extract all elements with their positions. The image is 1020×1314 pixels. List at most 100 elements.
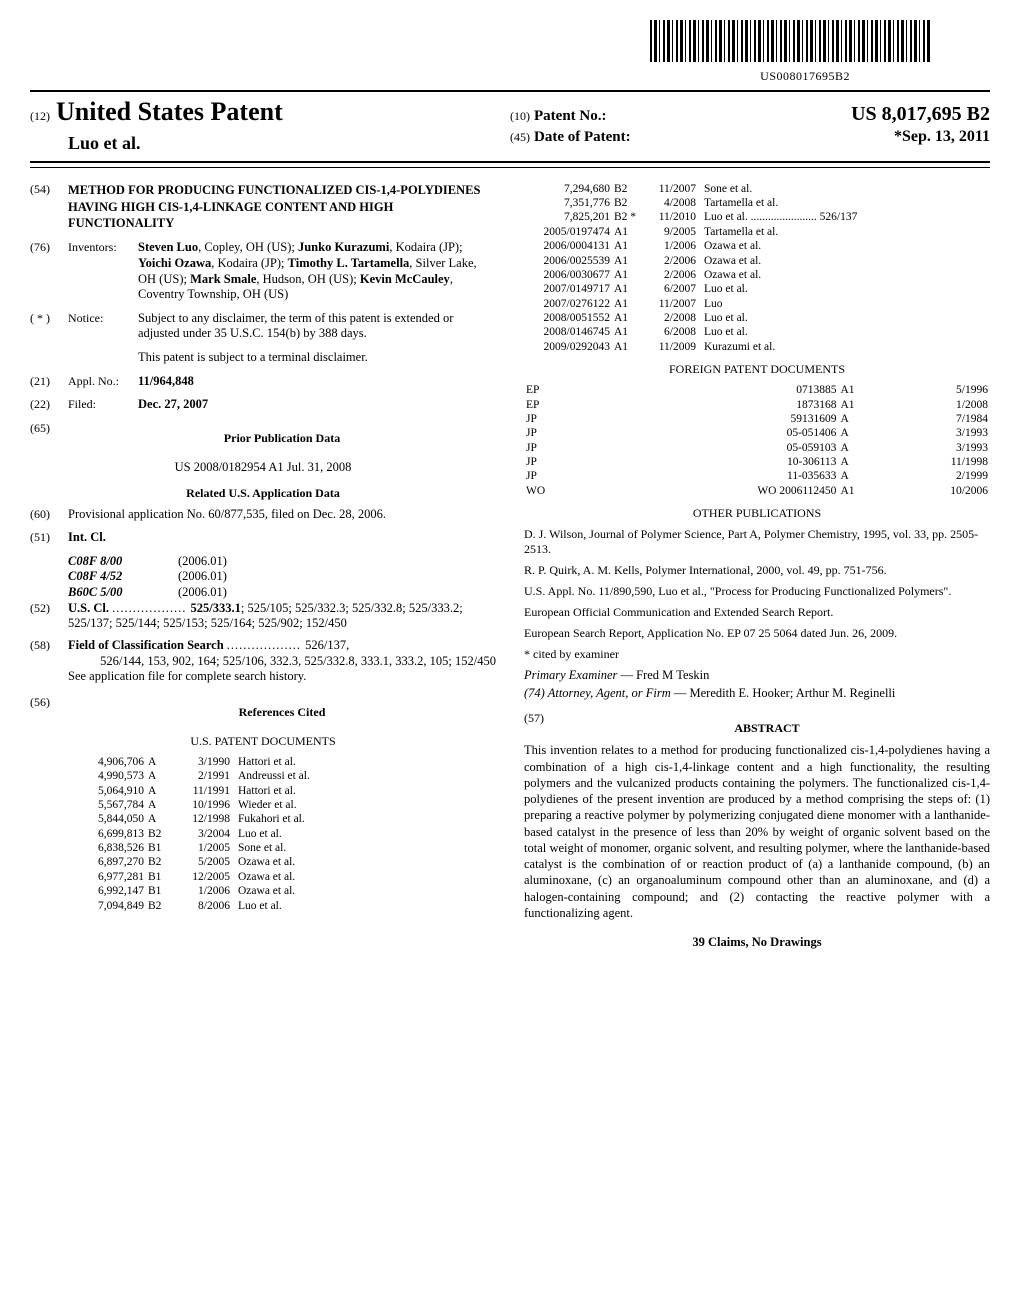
prior-pub-head: Prior Publication Data bbox=[68, 431, 496, 446]
us-patent-table: 4,906,706A3/1990Hattori et al.4,990,573A… bbox=[58, 755, 496, 913]
abstract-head: ABSTRACT bbox=[544, 721, 990, 736]
claims-line: 39 Claims, No Drawings bbox=[524, 935, 990, 951]
patent-no-label: Patent No.: bbox=[534, 107, 704, 126]
examiner-name: — Fred M Teskin bbox=[617, 668, 709, 682]
code-65: (65) bbox=[30, 421, 68, 436]
usp-title: United States Patent bbox=[56, 96, 283, 129]
document-code: US008017695B2 bbox=[30, 69, 850, 84]
code-58: (58) bbox=[30, 638, 68, 653]
intcl-row: C08F 4/52(2006.01) bbox=[68, 569, 496, 585]
appl-no: 11/964,848 bbox=[138, 374, 496, 390]
intcl-row: C08F 8/00(2006.01) bbox=[68, 554, 496, 570]
field-54: (54) METHOD FOR PRODUCING FUNCTIONALIZED… bbox=[30, 182, 496, 233]
field-60: (60) Provisional application No. 60/877,… bbox=[30, 507, 496, 523]
field-notice: ( * ) Notice: Subject to any disclaimer,… bbox=[30, 311, 496, 342]
table-row: JP10-306113A11/1998 bbox=[524, 455, 990, 469]
main-columns: (54) METHOD FOR PRODUCING FUNCTIONALIZED… bbox=[30, 182, 990, 951]
table-row: EP1873168A11/2008 bbox=[524, 398, 990, 412]
invention-title: METHOD FOR PRODUCING FUNCTIONALIZED CIS-… bbox=[68, 182, 496, 233]
table-row: 6,992,147B11/2006Ozawa et al. bbox=[58, 884, 496, 898]
table-row: 5,844,050A12/1998Fukahori et al. bbox=[58, 812, 496, 826]
table-row: 2009/0292043A111/2009Kurazumi et al. bbox=[524, 340, 990, 354]
code-51: (51) bbox=[30, 530, 68, 545]
dots-52: .................. bbox=[112, 601, 190, 615]
date-of-patent-label: Date of Patent: bbox=[534, 128, 704, 147]
label-inventors: Inventors: bbox=[68, 240, 138, 255]
code-notice: ( * ) bbox=[30, 311, 68, 326]
field-21: (21) Appl. No.: 11/964,848 bbox=[30, 374, 496, 390]
table-row: 5,567,784A10/1996Wieder et al. bbox=[58, 798, 496, 812]
label-filed: Filed: bbox=[68, 397, 138, 412]
field-76: (76) Inventors: Steven Luo, Copley, OH (… bbox=[30, 240, 496, 303]
table-row: 6,897,270B25/2005Ozawa et al. bbox=[58, 855, 496, 869]
notice-body-1: Subject to any disclaimer, the term of t… bbox=[138, 311, 496, 342]
table-row: 6,699,813B23/2004Luo et al. bbox=[58, 827, 496, 841]
dots-58: .................. bbox=[227, 638, 305, 652]
table-row: JP59131609A7/1984 bbox=[524, 412, 990, 426]
table-row: 5,064,910A11/1991Hattori et al. bbox=[58, 784, 496, 798]
code-57: (57) bbox=[524, 711, 544, 742]
focs-lead: 526/137, bbox=[305, 638, 349, 652]
table-row: 7,294,680B211/2007Sone et al. bbox=[524, 182, 990, 196]
table-row: 2008/0146745A16/2008Luo et al. bbox=[524, 325, 990, 339]
right-column: 7,294,680B211/2007Sone et al.7,351,776B2… bbox=[524, 182, 990, 951]
us-pat-docs-head: U.S. PATENT DOCUMENTS bbox=[30, 734, 496, 749]
table-row: 2008/0051552A12/2008Luo et al. bbox=[524, 311, 990, 325]
field-58: (58) Field of Classification Search ....… bbox=[30, 638, 496, 685]
prior-pub-line: US 2008/0182954 A1 Jul. 31, 2008 bbox=[30, 460, 496, 476]
code-22: (22) bbox=[30, 397, 68, 412]
code-21: (21) bbox=[30, 374, 68, 389]
left-column: (54) METHOD FOR PRODUCING FUNCTIONALIZED… bbox=[30, 182, 496, 951]
table-row: EP0713885A15/1996 bbox=[524, 383, 990, 397]
date-of-patent-value: *Sep. 13, 2011 bbox=[894, 127, 990, 147]
table-row: 7,825,201B2 *11/2010Luo et al. .........… bbox=[524, 210, 990, 224]
patent-header: (12) United States Patent Luo et al. (10… bbox=[30, 96, 990, 155]
foreign-head: FOREIGN PATENT DOCUMENTS bbox=[524, 362, 990, 377]
table-row: 4,906,706A3/1990Hattori et al. bbox=[58, 755, 496, 769]
table-row: JP11-035633A2/1999 bbox=[524, 469, 990, 483]
table-row: JP05-051406A3/1993 bbox=[524, 426, 990, 440]
intcl-rows: C08F 8/00(2006.01)C08F 4/52(2006.01)B60C… bbox=[30, 554, 496, 601]
field-22: (22) Filed: Dec. 27, 2007 bbox=[30, 397, 496, 413]
other-pub-entry: U.S. Appl. No. 11/890,590, Luo et al., "… bbox=[524, 584, 990, 599]
notice-body-2: This patent is subject to a terminal dis… bbox=[138, 350, 496, 366]
table-row: 7,351,776B24/2008Tartamella et al. bbox=[524, 196, 990, 210]
table-row: 4,990,573A2/1991Andreussi et al. bbox=[58, 769, 496, 783]
table-row: 6,977,281B112/2005Ozawa et al. bbox=[58, 870, 496, 884]
patent-no-value: US 8,017,695 B2 bbox=[851, 102, 990, 127]
table-row: 2006/0025539A12/2006Ozawa et al. bbox=[524, 254, 990, 268]
label-intcl: Int. Cl. bbox=[68, 530, 496, 546]
top-rule bbox=[30, 90, 990, 92]
us-patent-table-cont: 7,294,680B211/2007Sone et al.7,351,776B2… bbox=[524, 182, 990, 355]
header-rule-2 bbox=[30, 167, 990, 168]
code-56: (56) bbox=[30, 695, 68, 710]
uscl-lead: 525/333.1 bbox=[190, 601, 240, 615]
other-publications: D. J. Wilson, Journal of Polymer Science… bbox=[524, 527, 990, 641]
other-pub-entry: European Search Report, Application No. … bbox=[524, 626, 990, 641]
refs-cited-head: References Cited bbox=[68, 705, 496, 720]
table-row: WOWO 2006112450A110/2006 bbox=[524, 484, 990, 498]
other-pub-entry: R. P. Quirk, A. M. Kells, Polymer Intern… bbox=[524, 563, 990, 578]
table-row: 2007/0276122A111/2007Luo bbox=[524, 297, 990, 311]
related-head: Related U.S. Application Data bbox=[30, 486, 496, 501]
field-56: (56) References Cited bbox=[30, 695, 496, 726]
header-rule-1 bbox=[30, 161, 990, 163]
attorney-name: — Meredith E. Hooker; Arthur M. Reginell… bbox=[671, 686, 896, 700]
code-76: (76) bbox=[30, 240, 68, 255]
code-45: (45) bbox=[510, 130, 530, 145]
table-row: 2006/0004131A11/2006Ozawa et al. bbox=[524, 239, 990, 253]
table-row: 6,838,526B11/2005Sone et al. bbox=[58, 841, 496, 855]
primary-examiner: Primary Examiner — Fred M Teskin bbox=[524, 668, 990, 684]
attorney-line: (74) Attorney, Agent, or Firm — Meredith… bbox=[524, 686, 990, 702]
cited-by-examiner: * cited by examiner bbox=[524, 647, 990, 662]
field-65: (65) Prior Publication Data bbox=[30, 421, 496, 452]
barcode-graphic bbox=[650, 20, 930, 62]
table-row: 2006/0030677A12/2006Ozawa et al. bbox=[524, 268, 990, 282]
field-52: (52) U.S. Cl. .................. 525/333… bbox=[30, 601, 496, 632]
code-52: (52) bbox=[30, 601, 68, 616]
label-focs: Field of Classification Search bbox=[68, 638, 224, 652]
provisional-text: Provisional application No. 60/877,535, … bbox=[68, 507, 496, 523]
label-notice: Notice: bbox=[68, 311, 138, 326]
focs-rest: 526/144, 153, 902, 164; 525/106, 332.3, … bbox=[68, 654, 496, 670]
inventors-list: Steven Luo, Copley, OH (US); Junko Kuraz… bbox=[138, 240, 496, 303]
